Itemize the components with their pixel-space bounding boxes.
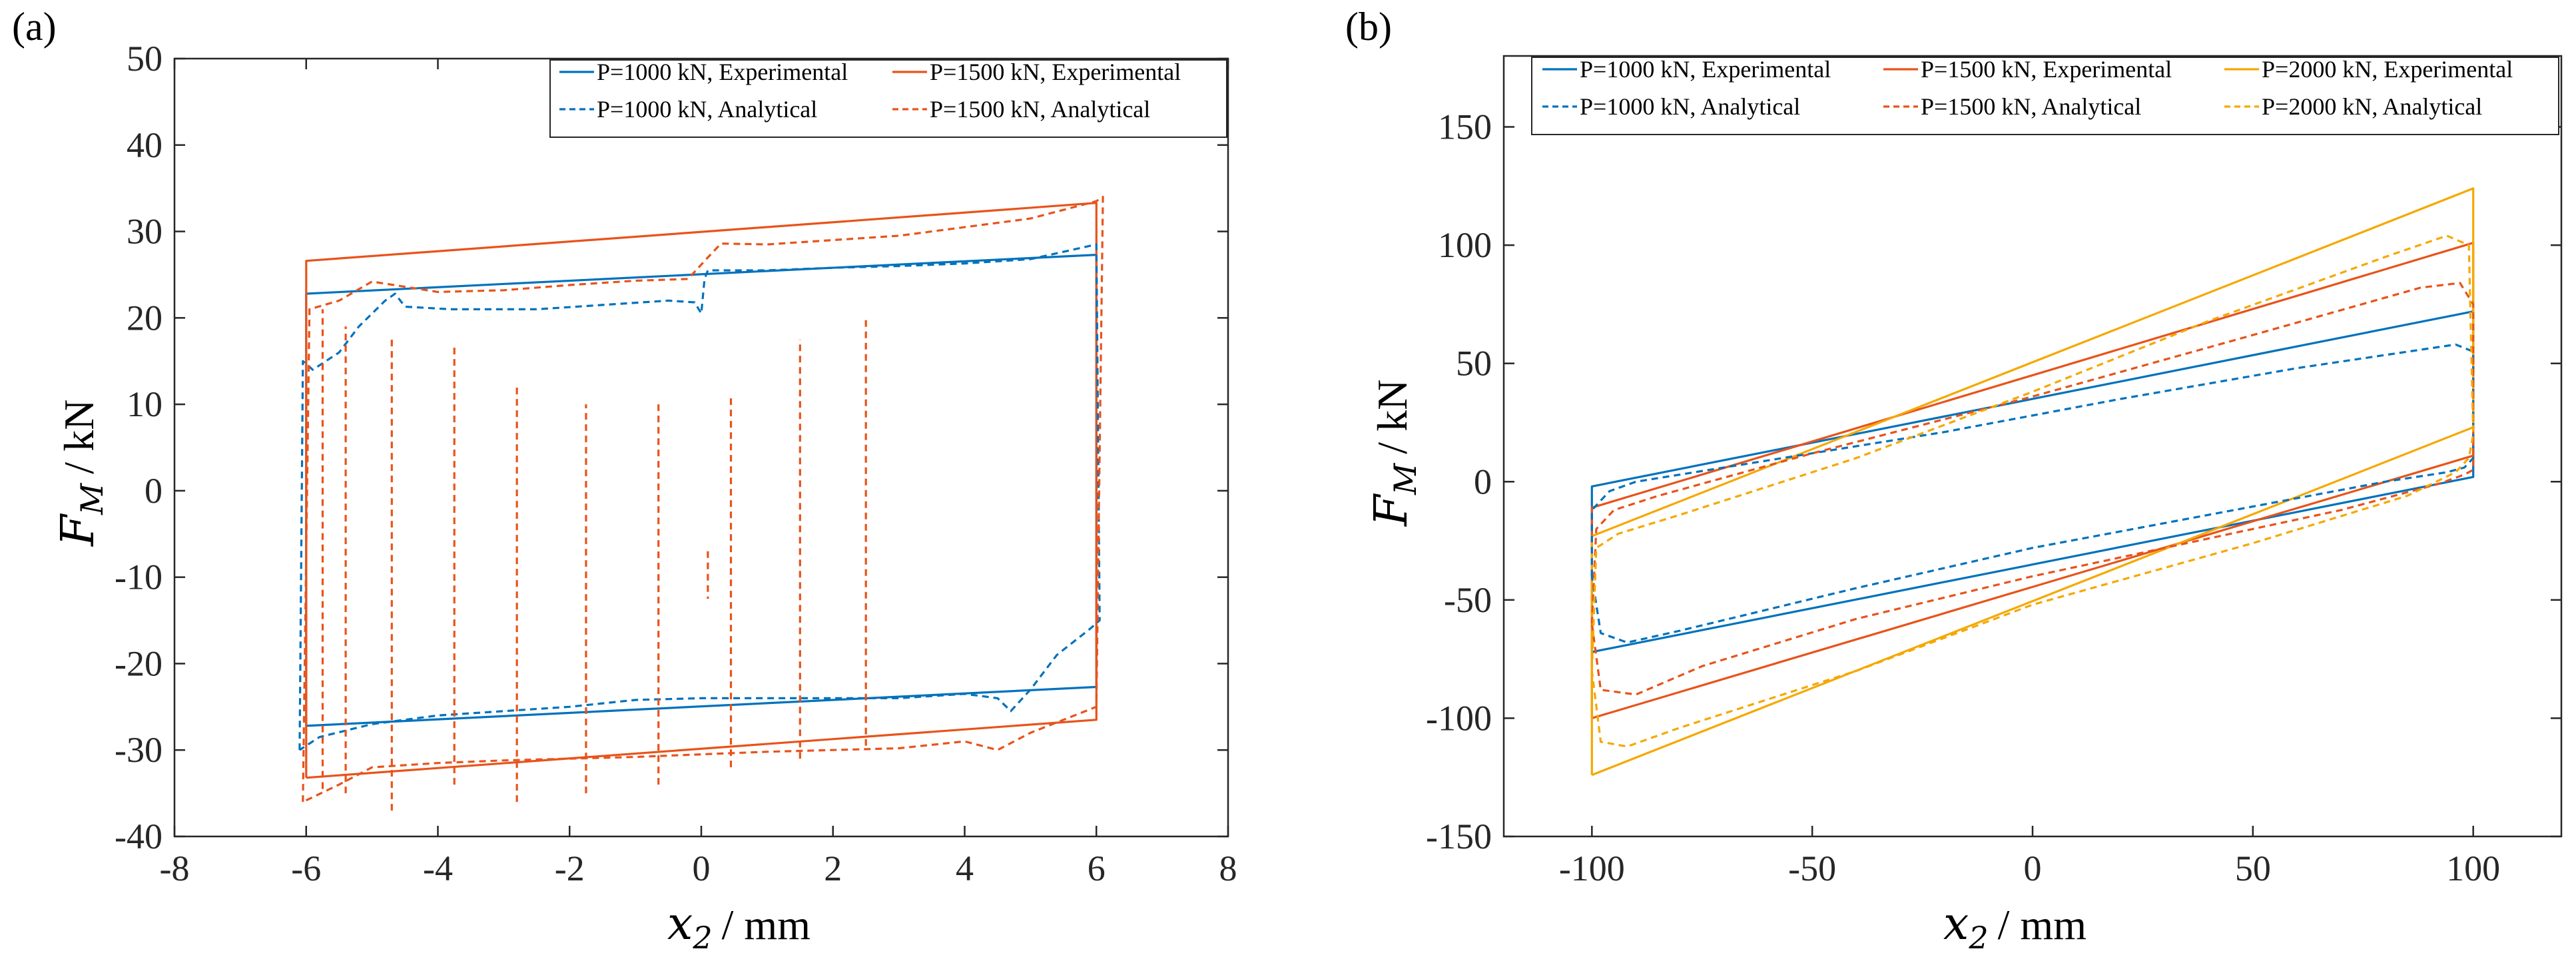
panel-a-legend-label: P=1500 kN, Analytical — [930, 96, 1150, 123]
panel-a-ytick-label: -20 — [115, 643, 162, 683]
panel-a-ytick-label: -40 — [115, 816, 162, 856]
panel-a-series — [298, 196, 1104, 811]
panel-a-xtick-label: -4 — [423, 848, 453, 888]
panel-b-xtick-label: 100 — [2446, 848, 2500, 888]
panel-b-xtick-label: -50 — [1788, 848, 1836, 888]
panel-a-ytick-label: 0 — [145, 471, 162, 511]
panel-b-xtick-label: 0 — [2024, 848, 2042, 888]
panel-b-legend-label: P=1000 kN, Experimental — [1580, 56, 1831, 83]
panel-a-ytick-label: 10 — [127, 384, 162, 424]
panel-a-legend-label: P=1000 kN, Experimental — [597, 59, 848, 85]
panel-a-legend-box — [549, 59, 1227, 138]
panel-b-legend-box — [1531, 57, 2559, 135]
panel-b-ytick-label: 50 — [1456, 344, 1492, 384]
panel-a-ylabel: FM/ kN — [52, 400, 110, 547]
panel-a-ytick-label: 20 — [127, 298, 162, 338]
panel-b-ticks: -100 -50 0 50 100 150 100 50 0 -50 -100 -150 — [1426, 56, 2561, 888]
panel-b-ylabel: FM/ kN — [1365, 380, 1423, 527]
panel-b-series-yellow-solid — [1590, 187, 2475, 777]
panel-b-series-yellow-dashed — [1590, 234, 2475, 748]
panel-a-series-orange-dashed — [302, 196, 1104, 803]
panel-b-label: (b) — [1345, 5, 1392, 49]
panel-b-series — [1590, 187, 2475, 777]
panel-a-series-blue-dashed — [298, 243, 1101, 751]
panel-b-legend-label: P=1000 kN, Analytical — [1580, 93, 1800, 120]
panel-b-ytick-label: -150 — [1426, 816, 1492, 856]
panel-b-series-blue-dashed — [1590, 343, 2475, 644]
panel-b-ytick-label: 100 — [1438, 225, 1492, 265]
panel-a-legend-label: P=1000 kN, Analytical — [597, 96, 817, 123]
panel-a-legend-label: P=1500 kN, Experimental — [930, 59, 1181, 85]
panel-b-legend-label: P=2000 kN, Experimental — [2262, 56, 2513, 83]
panel-b-series-orange-dashed — [1590, 282, 2475, 696]
panel-b-xlabel: x2/ mm — [1943, 898, 2087, 955]
panel-a-label: (a) — [12, 5, 57, 49]
panel-a-ytick-label: 40 — [127, 125, 162, 165]
panel-b-axes-frame — [1502, 55, 2563, 838]
panel-b-ytick-label: 0 — [1474, 462, 1492, 501]
panel-a-xtick-label: 8 — [1219, 848, 1237, 888]
panel-a-series-blue-solid — [305, 254, 1098, 727]
panel-a-xtick-label: 2 — [824, 848, 842, 888]
panel-a-ytick-label: -30 — [115, 730, 162, 770]
panel-a-ytick-label: 50 — [127, 39, 162, 79]
panel-b-ytick-label: -100 — [1426, 698, 1492, 738]
panel-a-ytick-label: -10 — [115, 557, 162, 597]
panel-a-series-orange-solid — [305, 202, 1098, 779]
panel-a-xlabel: x2/ mm — [667, 898, 810, 955]
panel-a-xtick-label: 4 — [956, 848, 974, 888]
panel-a-xtick-label: 0 — [693, 848, 711, 888]
panel-b-xtick-label: -100 — [1559, 848, 1625, 888]
panel-b-chart: -100 -50 0 50 100 150 100 50 0 -50 -100 -150 P=1000… — [1365, 55, 2563, 955]
panel-a-ytick-label: 30 — [127, 212, 162, 252]
panel-a-axes-frame — [173, 57, 1229, 838]
panel-a-xtick-label: -2 — [555, 848, 585, 888]
panel-a-xtick-label: -8 — [160, 848, 190, 888]
panel-b-legend-label: P=1500 kN, Experimental — [1921, 56, 2172, 83]
panel-b-legend-label: P=2000 kN, Analytical — [2262, 93, 2482, 120]
panel-b-legend: P=1000 kN, Experimental P=1500 kN, Experi… — [1531, 56, 2559, 135]
panel-b-ytick-label: 150 — [1438, 107, 1492, 147]
panel-a-xtick-label: -6 — [291, 848, 321, 888]
panel-a-legend: P=1000 kN, Experimental P=1500 kN, Experi… — [549, 59, 1227, 138]
panel-b-legend-label: P=1500 kN, Analytical — [1921, 93, 2141, 120]
panel-a-xtick-label: 6 — [1088, 848, 1106, 888]
panel-b-xtick-label: 50 — [2235, 848, 2271, 888]
panel-b-ytick-label: -50 — [1444, 580, 1492, 620]
